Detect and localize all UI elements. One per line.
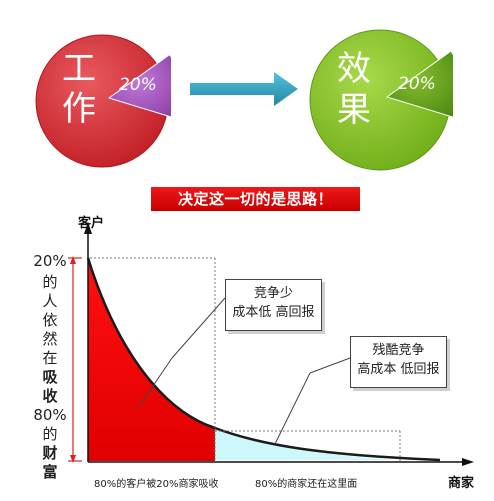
callout-low-competition-detail: 成本低 高回报	[232, 305, 315, 320]
callout-low-competition-title: 竞争少	[253, 286, 293, 301]
caption-tail: 80%的商家还在这里面	[255, 479, 358, 490]
work-char-2: 作	[62, 89, 96, 129]
tail-area	[215, 428, 440, 460]
work-char-1: 工	[62, 49, 96, 89]
side-text-6: 吸	[42, 368, 58, 386]
side-text-9: 财	[42, 444, 58, 462]
side-text-2: 人	[42, 292, 58, 310]
callout-low-competition: 竞争少 成本低 高回报	[225, 279, 322, 331]
side-text-10: 富	[42, 463, 58, 481]
side-text-4: 然	[42, 330, 58, 348]
arrow-right-icon	[190, 72, 298, 106]
side-text-1: 的	[42, 273, 58, 291]
side-text-7: 收	[42, 387, 58, 405]
work-percent: 20%	[119, 75, 157, 95]
banner-title: 决定这一切的是思路！	[151, 187, 360, 211]
tick-top-label: 20%	[33, 252, 67, 270]
work-pie-chart	[35, 34, 171, 168]
effect-percent: 20%	[398, 74, 436, 94]
effect-pie-chart	[309, 29, 453, 171]
effect-char-2: 果	[337, 90, 371, 130]
side-text-3: 依	[42, 311, 58, 329]
x-axis-label: 商家	[448, 476, 475, 491]
effect-char-1: 效	[337, 49, 371, 89]
side-text-5: 在	[42, 349, 58, 367]
head-area	[88, 258, 215, 461]
tick-bottom-label: 80%	[33, 406, 67, 424]
caption-head: 80%的客户被20%商家吸收	[94, 479, 219, 490]
callout-fierce-competition: 残酷竞争 高成本 低回报	[350, 336, 447, 388]
side-text-8: 的	[42, 425, 58, 443]
callout-fierce-competition-title: 残酷竞争	[372, 343, 425, 358]
callout-fierce-competition-detail: 高成本 低回报	[357, 362, 440, 377]
y-axis-label: 客户	[78, 216, 105, 231]
